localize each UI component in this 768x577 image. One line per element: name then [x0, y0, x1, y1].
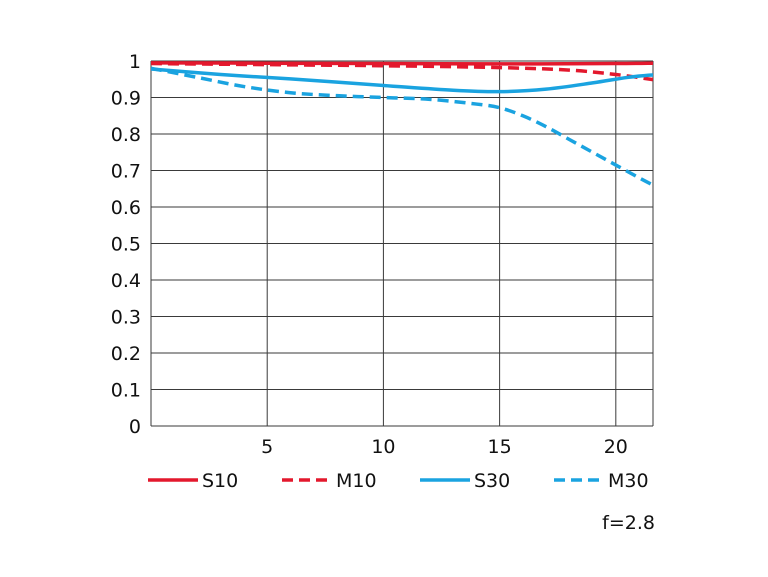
legend: S10 M10 S30 M30 [148, 470, 649, 492]
grid-layer [150, 60, 654, 427]
series-layer [151, 61, 653, 187]
x-tick-label: 10 [371, 436, 395, 458]
series-line-s30 [151, 67, 653, 94]
x-tick-label: 5 [261, 436, 273, 458]
legend-label-s30: S30 [474, 470, 510, 492]
series-line-m10 [151, 61, 653, 82]
x-tick-label: 20 [604, 436, 628, 458]
legend-label-s10: S10 [202, 470, 238, 492]
y-tick-label: 0.6 [111, 197, 141, 219]
y-tick-label: 0.7 [111, 161, 141, 183]
y-tick-label: 0.4 [111, 270, 141, 292]
y-tick-label: 0.2 [111, 343, 141, 365]
axis-layer: 00.10.20.30.40.50.60.70.80.915 10 15 20 [111, 51, 628, 458]
legend-label-m10: M10 [336, 470, 377, 492]
aperture-annotation: f=2.8 [602, 512, 655, 534]
legend-label-m30: M30 [608, 470, 649, 492]
y-tick-label: 0.1 [111, 380, 141, 402]
series-line-m30 [151, 66, 653, 187]
y-tick-label: 0.5 [111, 234, 141, 256]
y-tick-label: 0 [129, 416, 141, 438]
y-tick-label: 0.9 [111, 88, 141, 110]
y-tick-label: 0.3 [111, 307, 141, 329]
x-tick-label: 15 [488, 436, 512, 458]
y-tick-label: 0.8 [111, 124, 141, 146]
y-tick-label: 1 [129, 51, 141, 73]
series-line-s10 [151, 61, 653, 66]
